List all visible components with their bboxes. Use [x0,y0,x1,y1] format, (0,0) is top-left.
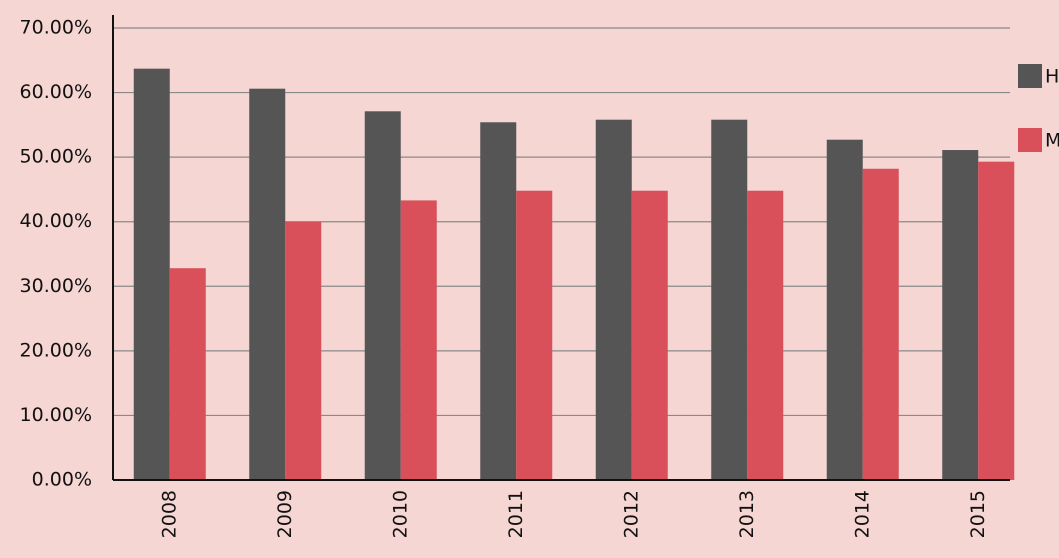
bar [364,111,401,480]
bar [249,88,286,480]
bar [169,268,206,480]
bar [631,190,668,480]
x-tick-label: 2010 [389,490,411,538]
bar [747,190,784,480]
legend-label: M [1045,130,1059,152]
bar [400,200,437,481]
x-tick-label: 2012 [620,490,642,538]
legend-swatch [1018,64,1042,88]
x-tick-label: 2015 [967,490,989,538]
y-tick-label: 50.00% [20,146,92,168]
y-tick-label: 0.00% [32,469,92,491]
y-tick-label: 10.00% [20,404,92,426]
x-tick-label: 2008 [158,490,180,538]
y-tick-label: 20.00% [20,339,92,361]
bar [711,119,748,480]
bar [285,221,322,480]
bar [862,168,899,480]
bar [133,68,170,481]
x-tick-label: 2013 [736,490,758,538]
bar [942,150,979,481]
y-tick-label: 40.00% [20,210,92,232]
legend-swatch [1018,128,1042,152]
x-tick-label: 2009 [274,490,296,538]
x-tick-label: 2011 [505,490,527,538]
y-tick-label: 30.00% [20,275,92,297]
x-tick-label: 2014 [851,490,873,538]
bar [516,190,553,480]
bar [595,119,632,480]
bar [826,139,863,481]
y-tick-label: 60.00% [20,81,92,103]
bar [978,161,1015,481]
y-tick-label: 70.00% [20,17,92,39]
legend-label: H [1045,66,1059,88]
bar [480,122,517,480]
